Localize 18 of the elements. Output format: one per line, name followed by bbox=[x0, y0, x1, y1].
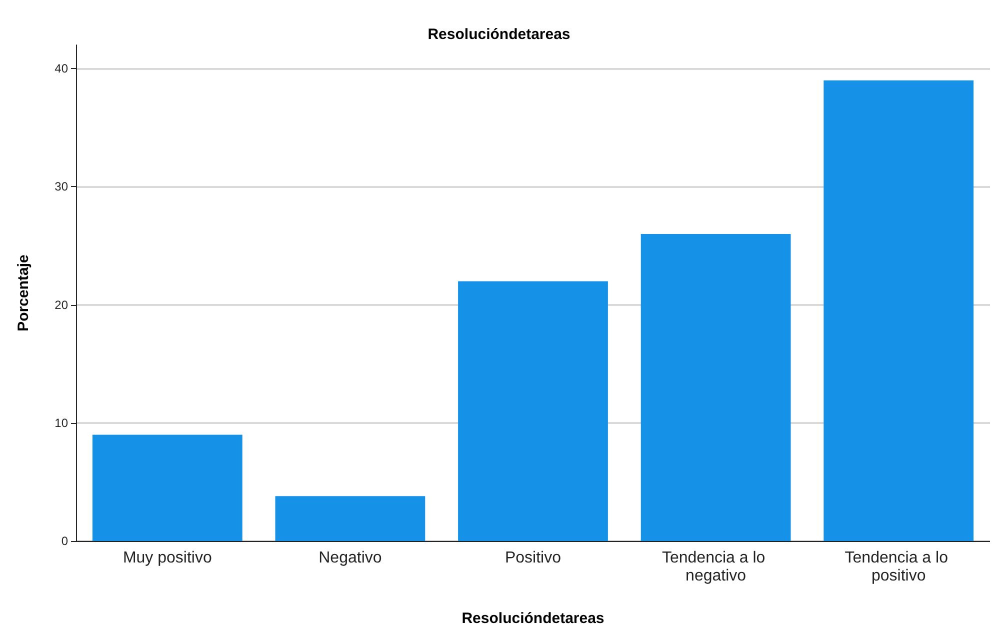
y-tick-label: 30 bbox=[54, 180, 68, 194]
x-axis-title: Resolucióndetareas bbox=[462, 610, 604, 627]
bar bbox=[275, 496, 426, 541]
y-tick-label: 10 bbox=[54, 416, 68, 430]
bar bbox=[92, 434, 242, 541]
bar bbox=[458, 281, 608, 541]
y-axis-title: Porcentaje bbox=[15, 254, 32, 332]
bar bbox=[640, 234, 791, 541]
x-tick-label: Positivo bbox=[504, 550, 562, 566]
x-tick-label: Tendencia a lo positivo bbox=[844, 550, 952, 584]
y-tick-label: 40 bbox=[54, 62, 68, 76]
y-tick-label: 20 bbox=[54, 298, 68, 312]
chart-title: Resolucióndetareas bbox=[428, 26, 570, 43]
x-tick-label: Negativo bbox=[318, 550, 382, 566]
x-tick-label: Tendencia a lo negativo bbox=[662, 550, 770, 584]
bar bbox=[824, 80, 974, 541]
x-tick-label: Muy positivo bbox=[122, 550, 212, 566]
y-tick-label: 0 bbox=[61, 534, 68, 548]
